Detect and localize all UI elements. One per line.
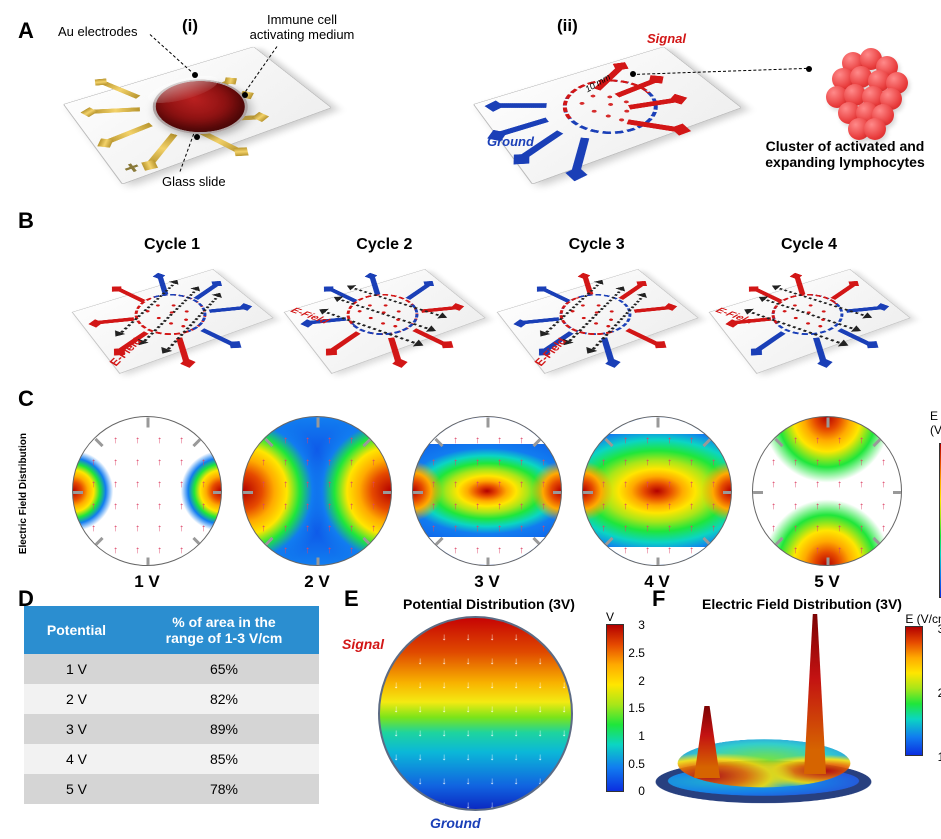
cycle-device: E-Field bbox=[284, 269, 486, 374]
leader-dot bbox=[806, 66, 812, 72]
field-peak bbox=[804, 614, 826, 774]
leader-dot bbox=[242, 92, 248, 98]
ground-label: Ground bbox=[487, 134, 534, 149]
field-disc-canvas: ↑↑↑↑↑↑↑↑↑↑↑↑↑↑↑↑↑↑↑↑↑↑↑↑↑↑↑↑↑↑↑↑ bbox=[412, 416, 562, 566]
e-cb-title: V bbox=[606, 610, 614, 624]
th-area: % of area in the range of 1-3 V/cm bbox=[129, 606, 319, 654]
cycle-device: E-Field bbox=[709, 269, 911, 374]
signal-label: Signal bbox=[647, 31, 686, 46]
ground-electrode bbox=[496, 103, 547, 108]
c-disc-row: ↑↑↑↑↑↑↑↑↑↑↑↑↑↑↑↑↑↑↑↑↑↑↑↑↑↑↑↑↑↑↑↑1 V↑↑↑↑↑… bbox=[72, 409, 941, 598]
c-colorbar: E (V/cm)321 bbox=[930, 409, 941, 598]
table-row: 2 V82% bbox=[24, 684, 319, 714]
field-3d bbox=[656, 616, 871, 826]
panel-A: Au electrodes Immune cell activating med… bbox=[12, 18, 929, 198]
cycle-title: Cycle 1 bbox=[72, 236, 272, 254]
disc-label: 1 V bbox=[72, 572, 222, 592]
table-cell: 65% bbox=[129, 654, 319, 684]
cell-cluster bbox=[812, 46, 917, 141]
disc-label: 5 V bbox=[752, 572, 902, 592]
field-disc-canvas: ↑↑↑↑↑↑↑↑↑↑↑↑↑↑↑↑↑↑↑↑↑↑↑↑↑↑↑↑↑↑↑↑ bbox=[72, 416, 222, 566]
cycle-title: Cycle 4 bbox=[709, 236, 909, 254]
glass-slide-2 bbox=[473, 46, 742, 184]
cycle-3: Cycle 3 E-Field bbox=[497, 236, 697, 370]
field-disc-canvas: ↑↑↑↑↑↑↑↑↑↑↑↑↑↑↑↑↑↑↑↑↑↑↑↑↑↑↑↑↑↑↑↑ bbox=[752, 416, 902, 566]
device-ii: Signal Ground 10 mm Cluster of activated… bbox=[492, 36, 932, 196]
table-cell: 85% bbox=[129, 744, 319, 774]
table-cell: 3 V bbox=[24, 714, 129, 744]
figure-root: A (i) (ii) Au electrodes Immune cel bbox=[12, 18, 929, 626]
efield-label: E-Field bbox=[105, 337, 145, 368]
cycle-device: E-Field bbox=[496, 269, 698, 374]
coverage-table: Potential % of area in the range of 1-3 … bbox=[24, 606, 319, 804]
au-electrode bbox=[100, 81, 140, 99]
cluster-label: Cluster of activated and expanding lymph… bbox=[750, 138, 940, 170]
e-title: Potential Distribution (3V) bbox=[344, 596, 634, 612]
th-potential: Potential bbox=[24, 606, 129, 654]
disc-label: 3 V bbox=[412, 572, 562, 592]
au-electrode bbox=[91, 107, 140, 114]
annot-medium: Immune cell activating medium bbox=[222, 12, 382, 42]
f-cb-title: E (V/cm) bbox=[905, 612, 941, 626]
leader-dot bbox=[630, 71, 636, 77]
culture-dish bbox=[137, 71, 267, 146]
cycle-title: Cycle 3 bbox=[497, 236, 697, 254]
ground-electrode bbox=[571, 138, 589, 173]
field-disc-canvas: ↑↑↑↑↑↑↑↑↑↑↑↑↑↑↑↑↑↑↑↑↑↑↑↑↑↑↑↑↑↑↑↑ bbox=[242, 416, 392, 566]
table-cell: 2 V bbox=[24, 684, 129, 714]
e-colorbar: V 32.521.510.50 bbox=[606, 610, 634, 792]
c-side-label: Electric Field Distribution bbox=[18, 433, 29, 554]
table-row: 3 V89% bbox=[24, 714, 319, 744]
cycle-2: Cycle 2E-Field bbox=[284, 236, 484, 370]
cycle-4: Cycle 4E-Field bbox=[709, 236, 909, 370]
panel-E: Potential Distribution (3V) ↓↓↓↓↓↓↓↓↓↓↓↓… bbox=[344, 596, 634, 811]
cycle-row: Cycle 1 E-Field Cycle 2E-Field Cycle 3 E-Fie… bbox=[72, 236, 909, 370]
table-cell: 78% bbox=[129, 774, 319, 804]
table-row: 4 V85% bbox=[24, 744, 319, 774]
table-cell: 89% bbox=[129, 714, 319, 744]
table-cell: 1 V bbox=[24, 654, 129, 684]
cycle-device: E-Field bbox=[72, 269, 274, 374]
cycle-1: Cycle 1 E-Field bbox=[72, 236, 272, 370]
leader-dot bbox=[192, 72, 198, 78]
annot-glass: Glass slide bbox=[162, 174, 226, 189]
au-electrode bbox=[105, 123, 153, 144]
field-peak bbox=[694, 706, 720, 778]
e-ground: Ground bbox=[430, 815, 481, 831]
annot-au: Au electrodes bbox=[58, 24, 138, 39]
field-disc: ↑↑↑↑↑↑↑↑↑↑↑↑↑↑↑↑↑↑↑↑↑↑↑↑↑↑↑↑↑↑↑↑ 1 V bbox=[72, 416, 222, 592]
leader bbox=[150, 34, 192, 72]
efield-label: E-Field bbox=[530, 337, 570, 368]
panel-F: Electric Field Distribution (3V) E (V/cm… bbox=[652, 596, 941, 826]
table-row: 5 V78% bbox=[24, 774, 319, 804]
cycle-title: Cycle 2 bbox=[284, 236, 484, 254]
panel-D: Potential % of area in the range of 1-3 … bbox=[24, 606, 319, 804]
glass-slide bbox=[63, 46, 332, 184]
f-cb-bar: 321 bbox=[905, 626, 923, 756]
table-cell: 5 V bbox=[24, 774, 129, 804]
field-disc: ↑↑↑↑↑↑↑↑↑↑↑↑↑↑↑↑↑↑↑↑↑↑↑↑↑↑↑↑↑↑↑↑ 5 V bbox=[752, 416, 902, 592]
potential-disc: ↓↓↓↓↓↓↓↓↓↓↓↓↓↓↓↓↓↓↓↓↓↓↓↓↓↓↓↓↓↓↓↓↓↓↓↓↓↓↓↓… bbox=[378, 616, 573, 811]
device-i: Au electrodes Immune cell activating med… bbox=[82, 36, 452, 196]
field-disc: ↑↑↑↑↑↑↑↑↑↑↑↑↑↑↑↑↑↑↑↑↑↑↑↑↑↑↑↑↑↑↑↑ 2 V bbox=[242, 416, 392, 592]
field-disc: ↑↑↑↑↑↑↑↑↑↑↑↑↑↑↑↑↑↑↑↑↑↑↑↑↑↑↑↑↑↑↑↑4 V bbox=[582, 416, 732, 592]
field-disc-canvas: ↑↑↑↑↑↑↑↑↑↑↑↑↑↑↑↑↑↑↑↑↑↑↑↑↑↑↑↑↑↑↑↑ bbox=[582, 416, 732, 566]
table-row: 1 V65% bbox=[24, 654, 319, 684]
table-cell: 82% bbox=[129, 684, 319, 714]
f-colorbar: E (V/cm) 321 bbox=[905, 612, 941, 756]
f-title: Electric Field Distribution (3V) bbox=[652, 596, 941, 612]
table-cell: 4 V bbox=[24, 744, 129, 774]
disc-label: 2 V bbox=[242, 572, 392, 592]
panel-B: Cycle 1E-FieldCycle 2E-FieldCycle 3E-Fie… bbox=[12, 206, 929, 381]
e-cb-bar: 32.521.510.50 bbox=[606, 624, 624, 792]
au-electrode bbox=[147, 133, 178, 165]
leader-dot bbox=[194, 134, 200, 140]
field-disc: ↑↑↑↑↑↑↑↑↑↑↑↑↑↑↑↑↑↑↑↑↑↑↑↑↑↑↑↑↑↑↑↑ 3 V bbox=[412, 416, 562, 592]
e-signal: Signal bbox=[342, 636, 384, 652]
panel-C: Electric Field Distribution ↑↑↑↑↑↑↑↑↑↑↑↑… bbox=[12, 395, 929, 630]
